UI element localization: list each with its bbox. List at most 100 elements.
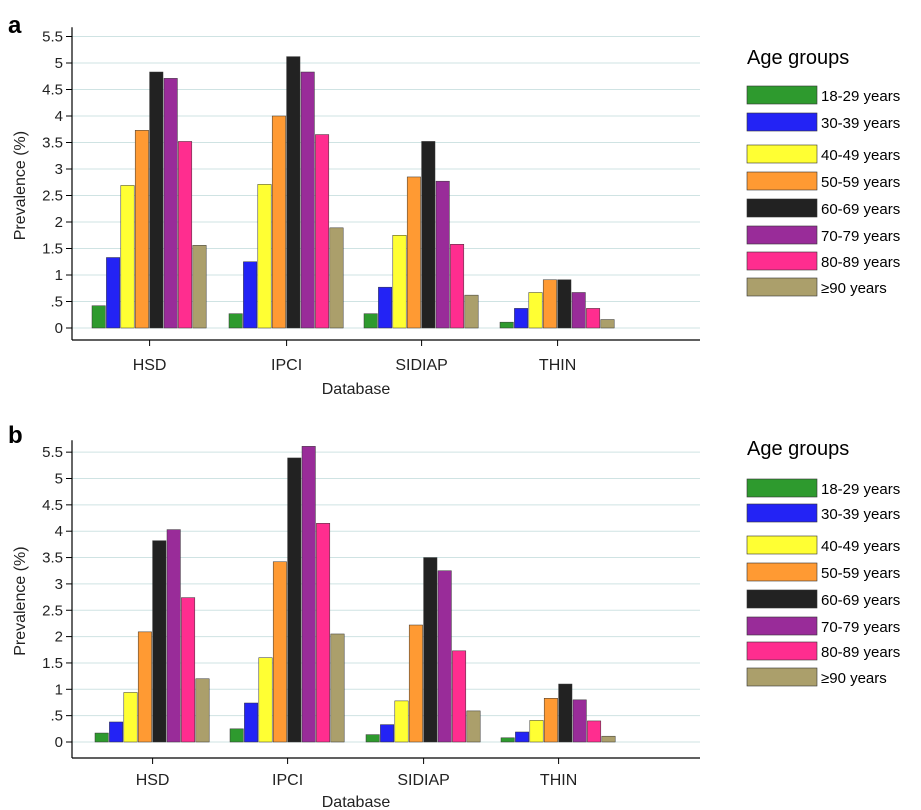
chart-panel-b: b 0 .5 1 1.5 2 2.5 3 3.5 4 4.5 5 5.5 HSD IPCI SIDIAP THI… xyxy=(8,422,900,810)
bar xyxy=(228,313,243,329)
legend-swatch xyxy=(746,478,818,498)
bar xyxy=(452,650,467,743)
legend-swatch xyxy=(746,535,818,555)
x-tick-label: HSD xyxy=(133,357,167,374)
x-tick-label: SIDIAP xyxy=(395,357,447,374)
bar xyxy=(178,141,193,329)
y-tick-label: 4.5 xyxy=(42,497,63,514)
bar xyxy=(515,731,530,743)
bar xyxy=(435,180,450,329)
y-tick-label: 3.5 xyxy=(42,550,63,567)
legend-swatch xyxy=(746,85,818,105)
bar xyxy=(149,71,164,329)
bar xyxy=(286,56,301,329)
bar xyxy=(94,732,109,743)
y-tick-label: 2 xyxy=(55,629,63,646)
bar xyxy=(408,624,423,743)
x-tick-label: HSD xyxy=(136,772,170,789)
bar xyxy=(500,737,515,743)
bar xyxy=(123,692,138,743)
legend-label: 50-59 years xyxy=(821,174,900,191)
bar xyxy=(557,279,572,329)
legend-label: 18-29 years xyxy=(821,88,900,105)
bar xyxy=(272,561,287,743)
bar xyxy=(437,570,452,743)
bar xyxy=(392,235,407,329)
bar xyxy=(195,678,210,743)
legend-swatch xyxy=(746,251,818,271)
bar xyxy=(587,720,602,743)
legend-swatch xyxy=(746,616,818,636)
y-tick-label: 5.5 xyxy=(42,444,63,461)
y-tick-label: 3.5 xyxy=(42,135,63,152)
bar xyxy=(421,141,436,329)
bar xyxy=(329,227,344,329)
bar xyxy=(600,319,615,329)
legend: Age groups 18-29 years 30-39 years 40-49 ye… xyxy=(746,438,900,687)
legend-label: 60-69 years xyxy=(821,201,900,218)
y-tick-label: 2.5 xyxy=(42,188,63,205)
bar xyxy=(134,130,149,329)
bar xyxy=(137,631,152,743)
bar xyxy=(466,710,481,743)
bar xyxy=(365,734,380,743)
legend-label: 80-89 years xyxy=(821,644,900,661)
legend-swatch xyxy=(746,641,818,661)
bar xyxy=(243,261,258,329)
y-tick-label: 5 xyxy=(55,471,63,488)
legend-label: 60-69 years xyxy=(821,592,900,609)
bar xyxy=(192,245,207,329)
legend-swatch xyxy=(746,144,818,164)
x-tick-label: IPCI xyxy=(272,772,303,789)
y-tick-label: 4 xyxy=(55,523,63,540)
legend-label: ≥90 years xyxy=(821,670,887,687)
bar xyxy=(152,540,167,743)
y-tick-label: 4.5 xyxy=(42,82,63,99)
bar xyxy=(330,633,345,743)
bar xyxy=(423,557,438,743)
y-tick-label: 3 xyxy=(55,161,63,178)
y-tick-label: 1 xyxy=(55,267,63,284)
legend-label: 40-49 years xyxy=(821,147,900,164)
bar xyxy=(394,700,409,743)
bar xyxy=(181,597,196,743)
legend-label: 50-59 years xyxy=(821,565,900,582)
x-tick-label: SIDIAP xyxy=(397,772,449,789)
y-axis-title: Prevalence (%) xyxy=(12,131,29,240)
x-tick-label: THIN xyxy=(540,772,577,789)
y-tick-label: 1.5 xyxy=(42,655,63,672)
bar xyxy=(300,71,315,329)
bar xyxy=(586,308,601,329)
bar xyxy=(514,308,529,329)
legend-swatch xyxy=(746,171,818,191)
bar xyxy=(406,176,421,329)
legend-swatch xyxy=(746,589,818,609)
bar xyxy=(106,257,121,329)
bar xyxy=(542,279,557,329)
bar xyxy=(363,313,378,329)
bar xyxy=(120,185,135,329)
bar xyxy=(543,698,558,743)
bar xyxy=(109,721,124,743)
y-tick-label: 5 xyxy=(55,55,63,72)
legend-swatch xyxy=(746,225,818,245)
legend-swatch xyxy=(746,503,818,523)
x-axis-title: Database xyxy=(322,794,391,810)
y-tick-label: 2.5 xyxy=(42,602,63,619)
bar xyxy=(287,457,302,743)
legend-title: Age groups xyxy=(747,438,849,460)
bar xyxy=(163,78,178,329)
panel-letter: b xyxy=(8,422,23,449)
bar xyxy=(316,523,331,743)
legend-swatch xyxy=(746,562,818,582)
bar xyxy=(257,184,272,329)
legend-label: 80-89 years xyxy=(821,254,900,271)
y-tick-label: .5 xyxy=(50,294,63,311)
y-tick-label: 0 xyxy=(55,320,63,337)
bar xyxy=(378,286,393,329)
legend-swatch xyxy=(746,277,818,297)
y-tick-label: .5 xyxy=(50,708,63,725)
x-tick-label: IPCI xyxy=(271,357,302,374)
legend-label: ≥90 years xyxy=(821,280,887,297)
y-tick-label: 3 xyxy=(55,576,63,593)
